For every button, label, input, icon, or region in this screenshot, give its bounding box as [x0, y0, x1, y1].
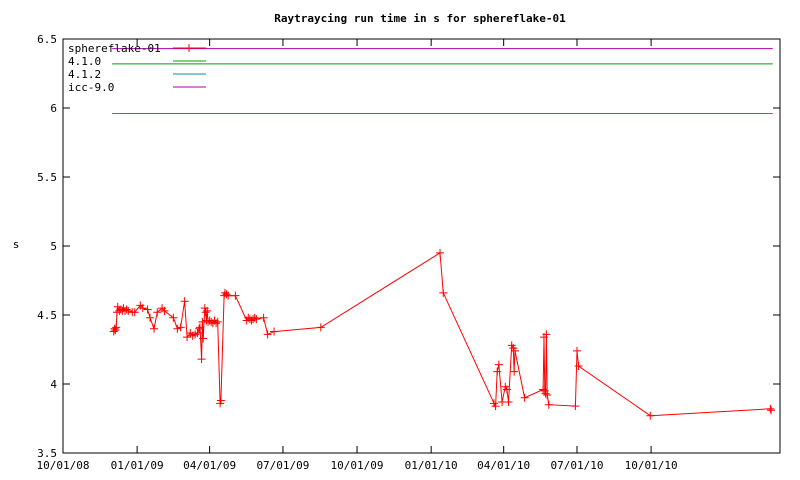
data-point — [436, 248, 445, 257]
y-tick-label: 4.5 — [37, 309, 57, 322]
data-point — [216, 396, 225, 405]
y-axis: 3.5 4 4.5 5 5.5 6 6.5 — [37, 33, 780, 460]
data-point — [542, 330, 551, 339]
data-point — [130, 308, 139, 317]
data-point — [494, 360, 503, 369]
x-tick-label: 04/01/10 — [477, 459, 530, 472]
data-point — [231, 291, 240, 300]
x-tick-label: 07/01/10 — [550, 459, 603, 472]
data-point — [110, 324, 119, 333]
x-tick-label: 01/01/10 — [405, 459, 458, 472]
data-point — [183, 333, 192, 342]
y-tick-label: 5.5 — [37, 171, 57, 184]
data-point — [766, 404, 775, 413]
data-point — [195, 323, 204, 332]
data-point — [143, 305, 152, 314]
data-point — [491, 402, 500, 411]
y-tick-label: 6 — [50, 102, 57, 115]
y-tick-label: 5 — [50, 240, 57, 253]
data-point — [493, 367, 502, 376]
data-point — [263, 330, 272, 339]
data-point — [195, 324, 204, 333]
legend-marker — [185, 44, 193, 52]
x-tick-label: 04/01/09 — [183, 459, 236, 472]
x-axis: 10/01/08 01/01/09 04/01/09 07/01/09 10/01/09… — [37, 39, 678, 472]
data-point — [199, 334, 208, 343]
x-tick-label: 10/01/08 — [37, 459, 90, 472]
reference-lines — [112, 48, 773, 115]
data-point — [252, 315, 261, 324]
x-tick-label: 10/01/10 — [625, 459, 678, 472]
legend-label: icc-9.0 — [68, 81, 114, 94]
data-point — [510, 346, 519, 355]
data-point — [572, 346, 581, 355]
data-point — [520, 393, 529, 402]
series-sphereflake-01 — [109, 248, 776, 420]
legend-label: 4.1.0 — [68, 55, 101, 68]
data-point — [504, 397, 513, 406]
chart-title: Raytraycing run time in s for sphereflak… — [274, 12, 566, 25]
data-point — [138, 304, 147, 313]
data-point — [646, 411, 655, 420]
y-axis-label: s — [13, 238, 20, 251]
data-point — [173, 324, 182, 333]
data-point — [502, 385, 511, 394]
data-point — [510, 367, 519, 376]
x-tick-label: 07/01/09 — [256, 459, 309, 472]
data-point — [213, 317, 222, 326]
data-point — [146, 313, 155, 322]
legend-label: sphereflake-01 — [68, 42, 161, 55]
x-tick-label: 10/01/09 — [331, 459, 384, 472]
data-point — [574, 362, 583, 371]
legend-label: 4.1.2 — [68, 68, 101, 81]
data-point — [124, 306, 133, 315]
data-point — [270, 327, 279, 336]
data-point — [439, 288, 448, 297]
data-point — [571, 402, 580, 411]
data-point — [544, 400, 553, 409]
data-point — [250, 313, 259, 322]
data-point — [180, 297, 189, 306]
data-point — [197, 355, 206, 364]
data-point — [541, 389, 550, 398]
data-point — [176, 323, 185, 332]
data-point — [316, 323, 325, 332]
data-point — [201, 308, 210, 317]
x-tick-label: 01/01/09 — [111, 459, 164, 472]
data-point — [222, 290, 231, 299]
y-tick-label: 4 — [50, 378, 57, 391]
data-point — [153, 308, 162, 317]
data-point — [259, 313, 268, 322]
data-point — [112, 323, 121, 332]
y-tick-label: 6.5 — [37, 33, 57, 46]
series-line — [113, 252, 772, 417]
data-point — [203, 306, 212, 315]
data-point — [169, 313, 178, 322]
y-tick-label: 3.5 — [37, 447, 57, 460]
data-point — [160, 306, 169, 315]
data-point — [767, 406, 776, 415]
data-point — [150, 324, 159, 333]
plot-frame — [62, 38, 781, 454]
data-point — [539, 385, 548, 394]
data-point — [193, 328, 202, 337]
data-point — [122, 305, 131, 314]
data-point — [543, 391, 552, 400]
data-point — [224, 291, 233, 300]
data-point — [212, 319, 221, 328]
